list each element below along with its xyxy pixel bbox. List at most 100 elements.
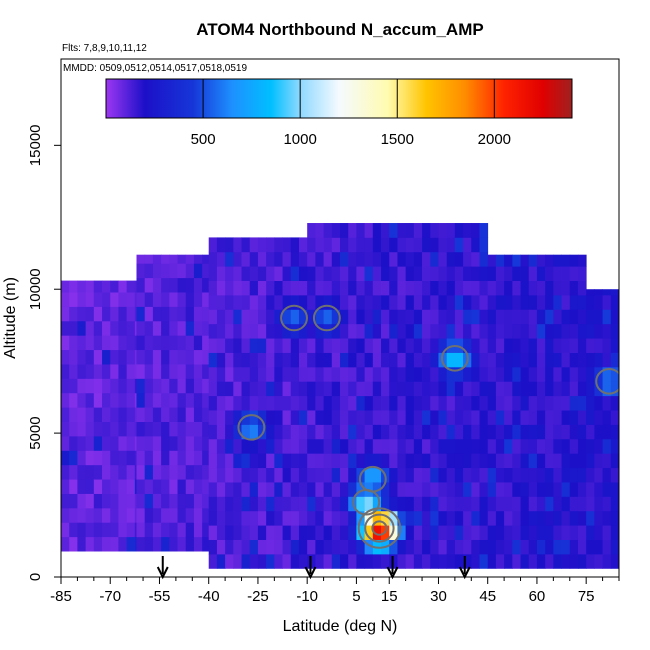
heatmap-cell — [463, 438, 472, 454]
heatmap-cell — [471, 395, 480, 411]
heatmap-cell — [413, 539, 423, 555]
heatmap-cell — [471, 453, 480, 469]
heatmap-cell — [438, 381, 448, 397]
heatmap-cell — [69, 364, 78, 379]
heatmap-cell — [577, 266, 587, 281]
heatmap-cell — [405, 410, 415, 425]
heatmap-cell — [536, 410, 546, 425]
heatmap-cell — [134, 335, 137, 351]
heatmap-cell — [331, 338, 341, 353]
heatmap-cell — [471, 482, 480, 497]
heatmap-cell — [331, 366, 341, 382]
heatmap-cell — [512, 338, 521, 353]
heatmap-cell — [372, 381, 382, 397]
heatmap-cell — [553, 395, 562, 411]
heatmap-cell — [257, 266, 267, 281]
heatmap-cell — [152, 407, 162, 422]
heatmap-cell — [225, 381, 234, 397]
heatmap-cell — [225, 410, 234, 425]
heatmap-cell — [323, 309, 333, 325]
heatmap-cell — [553, 438, 562, 454]
flight-arrow-head — [386, 566, 399, 580]
heatmap-cell — [61, 479, 70, 494]
heatmap-cell — [290, 539, 300, 555]
heatmap-cell — [495, 338, 505, 353]
heatmap-cell — [577, 323, 587, 339]
heatmap-cell — [553, 553, 562, 569]
heatmap-cell — [454, 482, 464, 497]
heatmap-cell — [169, 479, 178, 494]
heatmap-cell — [274, 438, 283, 454]
heatmap-cell — [126, 407, 136, 422]
heatmap-cell — [298, 510, 308, 526]
heatmap-cell — [77, 407, 87, 422]
heatmap-cell — [520, 395, 530, 411]
heatmap-cell — [161, 536, 170, 552]
heatmap-cell — [315, 410, 324, 425]
heatmap-cell — [331, 453, 341, 469]
heatmap-cell — [471, 237, 480, 253]
heatmap-cell — [85, 280, 95, 293]
heatmap-cell — [463, 395, 472, 411]
heatmap-cell — [161, 277, 170, 293]
heatmap-cell — [561, 294, 571, 310]
heatmap-cell — [77, 522, 87, 538]
heatmap-cell — [69, 421, 78, 437]
heatmap-cell — [372, 395, 382, 411]
heatmap-cell — [257, 395, 267, 411]
heatmap-cell — [110, 450, 119, 466]
heatmap-cell — [177, 335, 187, 351]
heatmap-cell — [152, 349, 162, 365]
heatmap-cell — [307, 266, 316, 281]
heatmap-cell — [610, 553, 619, 569]
heatmap-cell — [118, 364, 128, 379]
heatmap-cell — [177, 479, 187, 494]
heatmap-cell — [372, 438, 382, 454]
heatmap-cell — [282, 237, 292, 253]
heatmap-cell — [161, 450, 170, 466]
heatmap-cell — [602, 539, 612, 555]
heatmap-cell — [185, 277, 195, 293]
heatmap-cell — [134, 536, 137, 552]
heatmap-cell — [102, 392, 111, 408]
heatmap-cell — [340, 338, 349, 353]
heatmap-cell — [216, 453, 226, 469]
heatmap-cell — [93, 364, 103, 379]
heatmap-cell — [85, 306, 95, 322]
heatmap-cell — [463, 467, 472, 483]
heatmap-cell — [315, 438, 324, 454]
heatmap-cell — [372, 453, 382, 469]
heatmap-cell — [577, 254, 587, 267]
heatmap-cell — [257, 553, 267, 569]
heatmap-cell — [331, 424, 341, 440]
heatmap-cell — [446, 323, 456, 339]
heatmap-cell — [340, 482, 349, 497]
heatmap-cell — [495, 553, 505, 569]
y-tick-label: 0 — [27, 573, 44, 581]
heatmap-cell — [487, 366, 497, 382]
heatmap-cell — [495, 266, 505, 281]
heatmap-cell — [463, 453, 472, 469]
heatmap-cell — [323, 553, 333, 569]
heatmap-cell — [323, 496, 333, 512]
heatmap-cell — [397, 496, 407, 512]
heatmap-cell — [536, 294, 546, 310]
x-tick-label: 30 — [430, 588, 447, 605]
y-tick-label: 10000 — [27, 268, 44, 310]
heatmap-cell — [561, 467, 571, 483]
heatmap-cell — [249, 496, 259, 512]
x-axis-title: Latitude (deg N) — [283, 618, 398, 635]
heatmap-cell — [512, 510, 521, 526]
heatmap-cell — [208, 410, 218, 425]
heatmap-cell — [298, 280, 308, 296]
heatmap-cell — [389, 381, 398, 397]
heatmap-cell — [110, 392, 119, 408]
heatmap-cell — [569, 338, 579, 353]
heatmap-cell — [315, 510, 324, 526]
heatmap-cell — [169, 320, 178, 336]
heatmap-cell — [438, 539, 448, 555]
heatmap-cell — [430, 467, 439, 483]
heatmap-cell — [169, 306, 178, 322]
heatmap-cell — [202, 335, 210, 351]
heatmap-cell — [233, 482, 242, 497]
